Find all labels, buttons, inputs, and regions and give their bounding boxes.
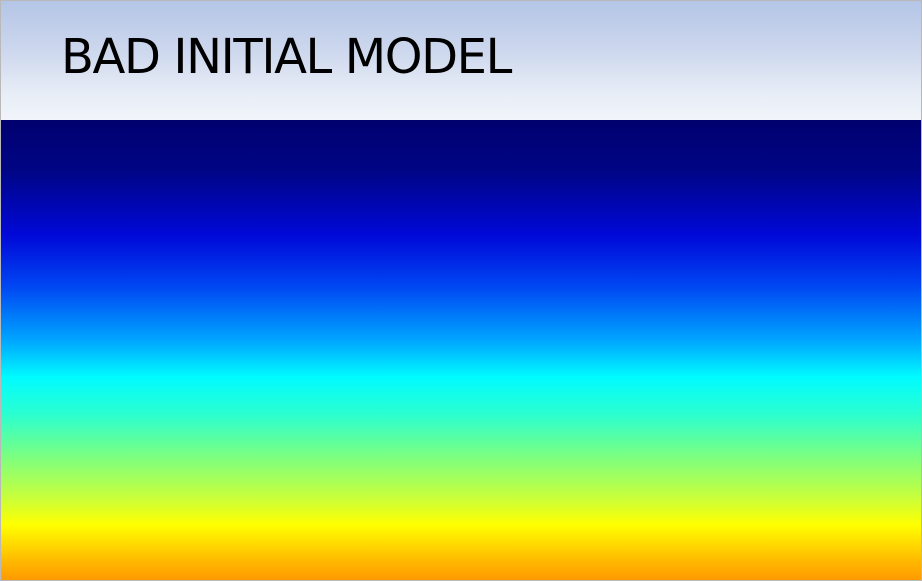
title-bar: BAD INITIAL MODEL (1, 1, 921, 120)
velocity-model-gradient-image (1, 120, 921, 580)
slide-title: BAD INITIAL MODEL (61, 29, 512, 85)
